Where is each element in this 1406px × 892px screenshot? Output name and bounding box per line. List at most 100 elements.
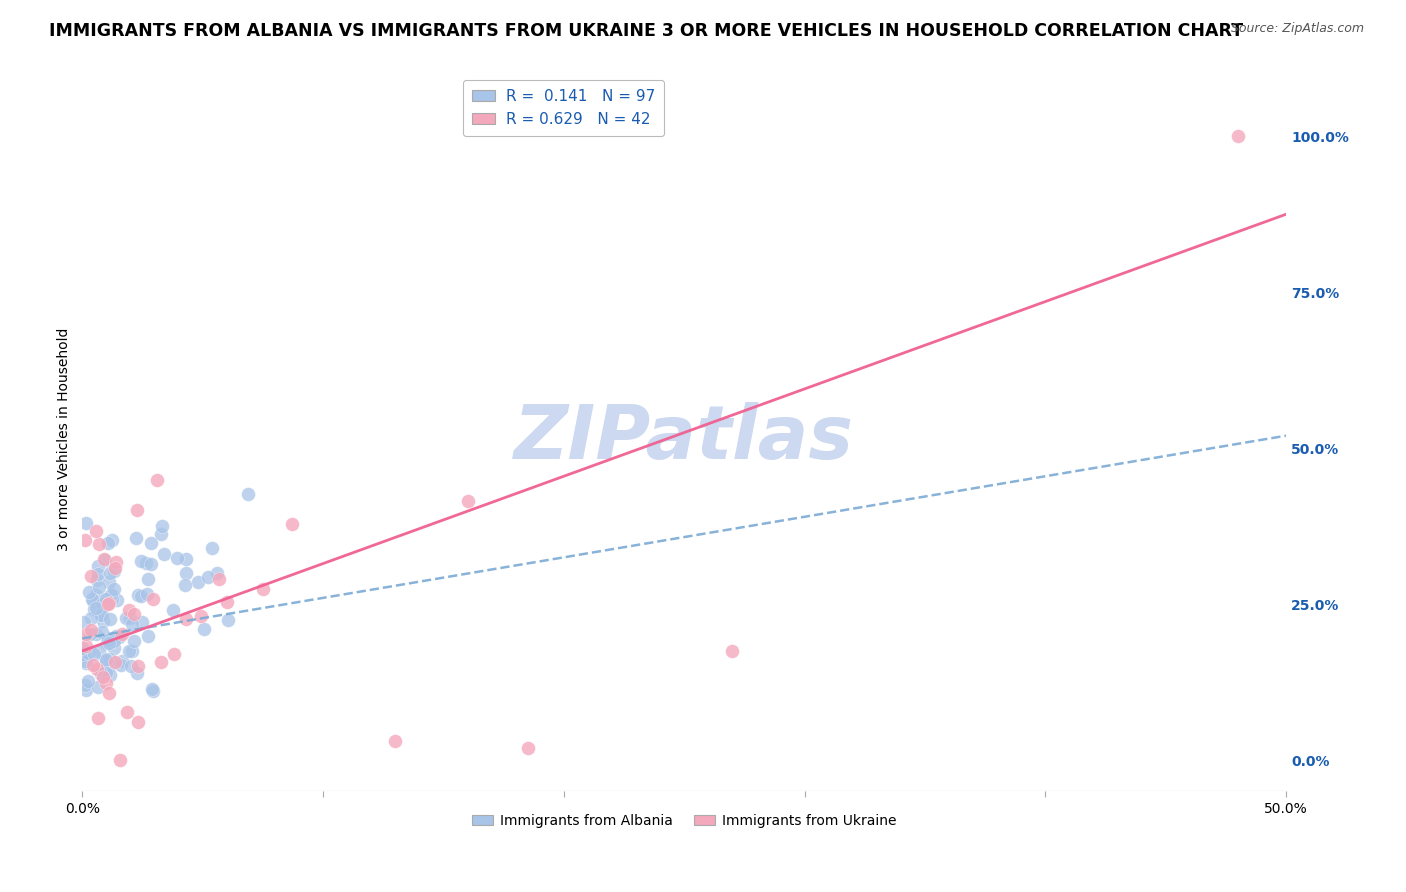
- Point: [111, 654, 134, 668]
- Point: [91, 614, 114, 628]
- Point: [120, 659, 142, 673]
- Point: [208, 572, 231, 586]
- Point: [94, 592, 117, 607]
- Point: [83, 602, 105, 616]
- Point: [142, 684, 165, 698]
- Point: [201, 541, 224, 556]
- Point: [721, 644, 744, 658]
- Point: [135, 556, 157, 570]
- Point: [96, 653, 118, 667]
- Point: [217, 595, 239, 609]
- Point: [457, 493, 479, 508]
- Point: [97, 596, 120, 610]
- Point: [150, 519, 173, 533]
- Point: [127, 666, 149, 681]
- Point: [80, 569, 103, 583]
- Point: [75, 682, 97, 697]
- Point: [101, 533, 124, 547]
- Point: [97, 535, 120, 549]
- Point: [91, 625, 114, 640]
- Point: [121, 617, 143, 632]
- Point: [98, 612, 121, 626]
- Y-axis label: 3 or more Vehicles in Household: 3 or more Vehicles in Household: [58, 327, 72, 550]
- Point: [75, 639, 97, 653]
- Point: [97, 598, 120, 612]
- Point: [110, 658, 132, 673]
- Text: ZIPatlas: ZIPatlas: [515, 402, 855, 475]
- Point: [1226, 129, 1249, 144]
- Point: [94, 652, 117, 666]
- Point: [127, 588, 149, 602]
- Point: [104, 555, 127, 569]
- Point: [91, 670, 114, 684]
- Point: [103, 582, 125, 597]
- Point: [86, 573, 108, 587]
- Point: [281, 516, 304, 531]
- Text: Source: ZipAtlas.com: Source: ZipAtlas.com: [1230, 22, 1364, 36]
- Point: [76, 516, 98, 530]
- Point: [136, 629, 159, 643]
- Point: [115, 611, 138, 625]
- Point: [117, 602, 139, 616]
- Point: [127, 715, 149, 730]
- Point: [77, 585, 100, 599]
- Point: [111, 626, 134, 640]
- Point: [72, 641, 94, 656]
- Point: [87, 559, 110, 574]
- Point: [94, 665, 117, 680]
- Point: [104, 655, 127, 669]
- Point: [176, 552, 198, 566]
- Point: [73, 678, 96, 692]
- Point: [103, 641, 125, 656]
- Point: [73, 615, 96, 629]
- Text: IMMIGRANTS FROM ALBANIA VS IMMIGRANTS FROM UKRAINE 3 OR MORE VEHICLES IN HOUSEHO: IMMIGRANTS FROM ALBANIA VS IMMIGRANTS FR…: [49, 22, 1243, 40]
- Point: [252, 582, 274, 597]
- Point: [79, 624, 101, 638]
- Point: [122, 607, 145, 622]
- Point: [145, 473, 167, 487]
- Point: [205, 566, 228, 580]
- Point: [236, 486, 259, 500]
- Point: [384, 734, 406, 748]
- Point: [96, 636, 118, 650]
- Point: [97, 686, 120, 700]
- Point: [86, 663, 108, 677]
- Point: [77, 673, 100, 688]
- Point: [72, 647, 94, 661]
- Point: [75, 533, 97, 548]
- Point: [98, 566, 121, 580]
- Point: [127, 659, 149, 673]
- Point: [174, 578, 197, 592]
- Point: [91, 597, 114, 611]
- Point: [75, 657, 97, 671]
- Point: [125, 531, 148, 545]
- Point: [90, 607, 112, 622]
- Point: [93, 552, 115, 566]
- Point: [89, 580, 111, 594]
- Point: [82, 594, 104, 608]
- Point: [83, 647, 105, 661]
- Point: [129, 589, 152, 603]
- Point: [98, 667, 121, 681]
- Point: [217, 614, 239, 628]
- Point: [87, 567, 110, 582]
- Point: [129, 554, 152, 568]
- Point: [82, 658, 104, 673]
- Point: [174, 566, 197, 580]
- Point: [79, 627, 101, 641]
- Point: [75, 654, 97, 668]
- Point: [97, 633, 120, 648]
- Point: [117, 706, 139, 720]
- Point: [135, 586, 157, 600]
- Point: [193, 623, 215, 637]
- Point: [77, 646, 100, 660]
- Point: [516, 740, 538, 755]
- Point: [84, 524, 107, 539]
- Point: [162, 602, 184, 616]
- Point: [75, 627, 97, 641]
- Point: [125, 503, 148, 517]
- Point: [90, 666, 112, 681]
- Point: [136, 572, 159, 586]
- Legend: Immigrants from Albania, Immigrants from Ukraine: Immigrants from Albania, Immigrants from…: [467, 808, 901, 834]
- Point: [84, 588, 107, 602]
